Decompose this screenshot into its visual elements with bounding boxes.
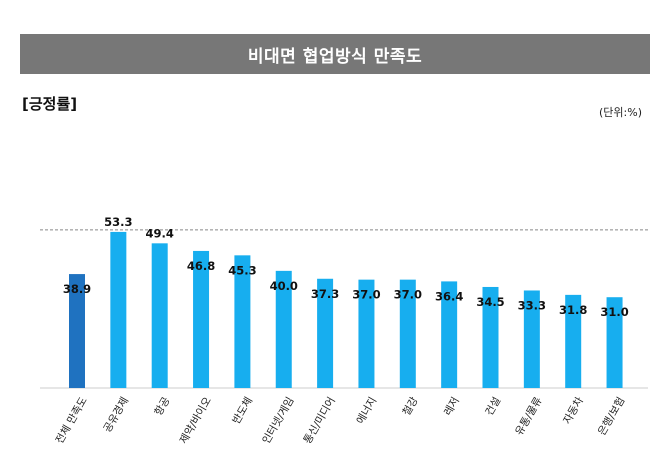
bar [234, 255, 251, 388]
bar [193, 250, 210, 388]
unit-label: (단위:%) [599, 106, 642, 119]
bar [441, 281, 458, 388]
category-label: 은행/보험 [596, 395, 627, 438]
category-label: 인터넷/게임 [259, 395, 296, 446]
bar [69, 274, 85, 388]
category-label: 반도체 [230, 395, 255, 426]
category-label: 유통/물류 [513, 395, 545, 438]
data-label: 45.3 [228, 263, 256, 277]
data-label: 33.3 [518, 298, 546, 312]
category-label: 철강 [401, 395, 421, 418]
data-label: 37.3 [311, 287, 339, 301]
data-label: 40.0 [270, 279, 298, 293]
category-label: 항공 [152, 395, 172, 418]
bar [317, 278, 334, 388]
chart-title-bar: 비대면 협업방식 만족도 [20, 34, 650, 74]
category-label: 전체 만족도 [54, 395, 90, 446]
bar [399, 279, 416, 388]
category-label: 공유경제 [101, 395, 132, 435]
data-label: 53.3 [104, 215, 132, 229]
data-label: 37.0 [394, 288, 422, 302]
chart-subtitle: [긍정률] [22, 95, 78, 113]
bar [275, 270, 292, 388]
data-label: 36.4 [435, 289, 463, 303]
bar [151, 243, 168, 388]
bar [606, 297, 623, 388]
bar [523, 290, 540, 388]
bar [565, 294, 582, 388]
category-label: 제약/바이오 [178, 395, 214, 446]
data-label: 31.0 [600, 305, 628, 319]
bar [482, 286, 499, 388]
category-label: 에너지 [354, 395, 379, 426]
data-label: 34.5 [476, 295, 504, 309]
data-label: 31.8 [559, 303, 587, 317]
category-label: 레저 [442, 395, 462, 418]
category-label: 건설 [483, 395, 503, 418]
bar [358, 279, 375, 388]
data-label: 37.0 [352, 288, 380, 302]
bar [110, 231, 127, 388]
category-label: 자동차 [561, 395, 586, 426]
data-label: 46.8 [187, 259, 215, 273]
data-label: 49.4 [146, 226, 174, 240]
chart-title: 비대면 협업방식 만족도 [247, 46, 423, 67]
category-label: 통신/미디어 [302, 395, 338, 446]
data-label: 38.9 [63, 282, 91, 296]
